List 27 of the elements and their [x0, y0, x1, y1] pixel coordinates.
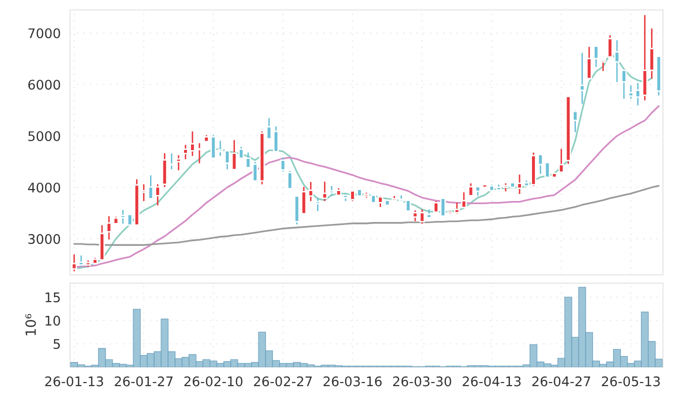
y-tick-label: 5 [54, 339, 60, 349]
x-tick-label: 26-05-13 [602, 376, 660, 386]
x-tick-label: 26-01-13 [45, 376, 104, 386]
x-tick-label: 26-03-30 [393, 376, 452, 386]
candlestick [579, 52, 586, 104]
y-tick-label: 10 [46, 316, 60, 326]
candlestick [287, 170, 293, 190]
x-tick-label: 26-04-13 [462, 376, 521, 386]
candlestick [600, 60, 606, 72]
candlestick [176, 154, 182, 171]
candlestick [314, 196, 321, 212]
candlestick [461, 192, 467, 208]
x-tick-label: 26-01-27 [114, 376, 173, 386]
y-tick-label: 6000 [28, 80, 60, 90]
y-axis-title: 10⁶ [25, 314, 36, 336]
x-tick-label: 26-04-27 [532, 376, 590, 386]
y-tick-label: 4000 [28, 182, 60, 193]
candlestick [280, 156, 286, 172]
line-series [73, 184, 660, 246]
x-tick-label: 26-02-27 [254, 376, 312, 386]
y-tick-label: 15 [46, 292, 60, 302]
y-tick-label: 7000 [28, 28, 60, 38]
x-tick-label: 26-03-16 [324, 376, 382, 386]
y-tick-label: 5000 [28, 131, 60, 142]
x-tick-label: 26-02-10 [184, 376, 242, 386]
candlestick [621, 70, 627, 100]
y-tick-label: 3000 [28, 234, 60, 244]
